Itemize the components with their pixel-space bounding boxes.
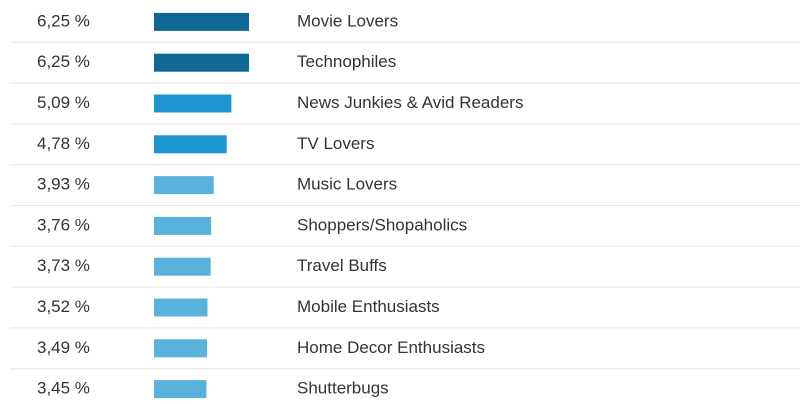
bar xyxy=(154,135,227,154)
bar xyxy=(154,94,232,113)
value-label: 3,52 % xyxy=(37,297,90,316)
value-label: 6,25 % xyxy=(37,52,90,71)
category-label: Movie Lovers xyxy=(297,11,398,30)
bar xyxy=(154,216,212,235)
value-label: 4,78 % xyxy=(37,134,90,153)
value-label: 5,09 % xyxy=(37,93,90,112)
value-label: 3,93 % xyxy=(37,175,90,194)
bar xyxy=(154,257,211,276)
category-label: TV Lovers xyxy=(297,134,374,153)
category-label: Home Decor Enthusiasts xyxy=(297,338,485,357)
value-label: 3,76 % xyxy=(37,215,90,234)
bar xyxy=(154,53,249,72)
bar xyxy=(154,380,207,399)
bar xyxy=(154,176,214,195)
category-label: Shoppers/Shopaholics xyxy=(297,215,467,234)
category-label: Mobile Enthusiasts xyxy=(297,297,440,316)
value-label: 3,73 % xyxy=(37,256,90,275)
value-label: 3,49 % xyxy=(37,338,90,357)
category-label: News Junkies & Avid Readers xyxy=(297,93,523,112)
bar xyxy=(154,298,208,317)
category-label: Shutterbugs xyxy=(297,379,389,398)
category-label: Music Lovers xyxy=(297,175,397,194)
bar xyxy=(154,339,208,358)
value-label: 3,45 % xyxy=(37,379,90,398)
value-label: 6,25 % xyxy=(37,11,90,30)
bar xyxy=(154,12,249,31)
category-label: Travel Buffs xyxy=(297,256,387,275)
category-label: Technophiles xyxy=(297,52,396,71)
